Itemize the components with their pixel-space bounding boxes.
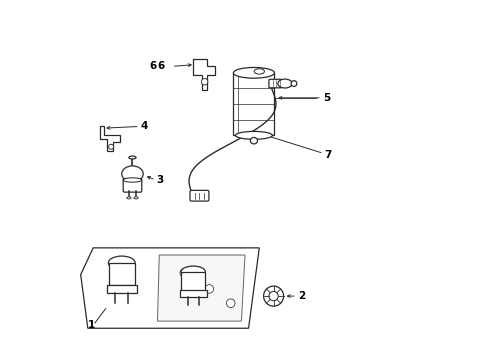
Circle shape — [201, 78, 208, 85]
FancyBboxPatch shape — [269, 79, 282, 88]
Circle shape — [109, 144, 114, 149]
Ellipse shape — [250, 138, 258, 144]
Circle shape — [205, 285, 214, 293]
Polygon shape — [157, 255, 245, 321]
Circle shape — [226, 299, 235, 307]
Ellipse shape — [278, 79, 292, 88]
FancyBboxPatch shape — [123, 179, 142, 192]
Ellipse shape — [122, 166, 143, 182]
Ellipse shape — [134, 197, 138, 199]
FancyBboxPatch shape — [180, 290, 207, 297]
Polygon shape — [100, 126, 120, 152]
Text: 6: 6 — [157, 62, 165, 71]
Ellipse shape — [235, 131, 272, 139]
Text: 7: 7 — [325, 150, 332, 160]
FancyBboxPatch shape — [190, 190, 209, 201]
FancyBboxPatch shape — [109, 263, 135, 285]
FancyBboxPatch shape — [107, 285, 137, 293]
Text: 4: 4 — [141, 121, 148, 131]
Polygon shape — [193, 59, 215, 90]
Text: 5: 5 — [323, 93, 330, 103]
FancyBboxPatch shape — [181, 272, 205, 291]
Ellipse shape — [108, 256, 135, 270]
Ellipse shape — [181, 266, 205, 278]
Ellipse shape — [254, 69, 265, 74]
Text: 2: 2 — [298, 291, 305, 301]
Ellipse shape — [233, 67, 274, 78]
Ellipse shape — [129, 156, 136, 159]
Text: 1: 1 — [88, 320, 95, 330]
Circle shape — [269, 292, 278, 301]
Text: 3: 3 — [157, 175, 164, 185]
FancyBboxPatch shape — [233, 73, 274, 135]
Ellipse shape — [291, 81, 297, 86]
Ellipse shape — [123, 178, 142, 182]
Circle shape — [264, 286, 284, 306]
Polygon shape — [81, 248, 259, 328]
Text: 6: 6 — [149, 62, 157, 71]
Ellipse shape — [127, 197, 131, 199]
Circle shape — [180, 269, 189, 277]
